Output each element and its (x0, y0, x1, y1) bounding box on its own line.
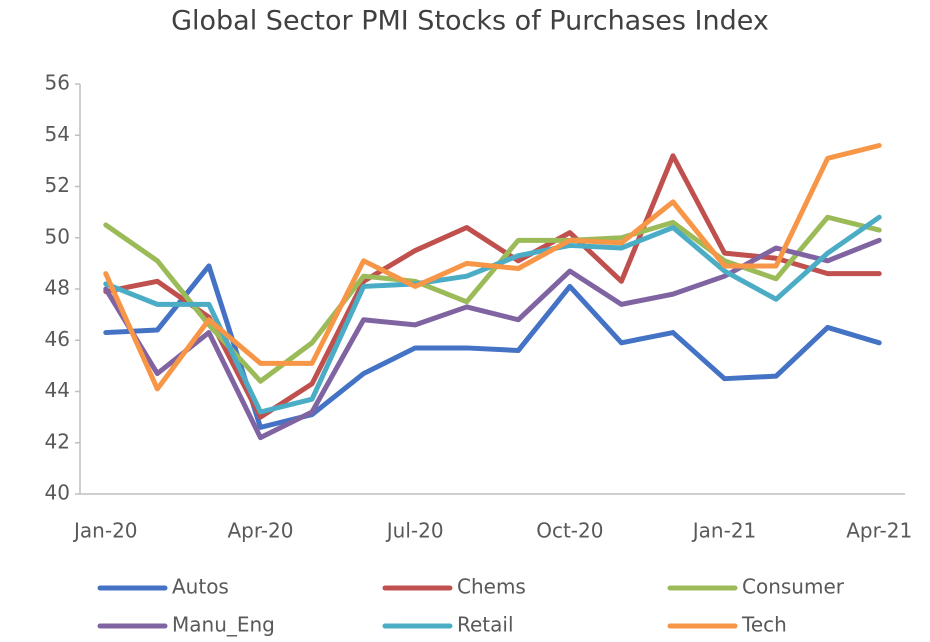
x-tick-label: Apr-20 (227, 519, 293, 543)
legend-label: Chems (457, 575, 526, 599)
x-tick-label: Apr-21 (846, 519, 912, 543)
y-tick-label: 42 (45, 429, 70, 453)
y-tick-label: 44 (45, 378, 70, 402)
x-tick-label: Jul-20 (385, 519, 444, 543)
x-tick-label: Jan-20 (72, 519, 138, 543)
legend-label: Autos (172, 575, 229, 599)
legend-label: Manu_Eng (172, 613, 275, 637)
y-tick-label: 52 (45, 173, 70, 197)
chart-title: Global Sector PMI Stocks of Purchases In… (171, 6, 769, 37)
x-tick-label: Oct-20 (536, 519, 603, 543)
series-line (103, 153, 882, 420)
legend-label: Retail (457, 613, 514, 637)
y-tick-label: 48 (45, 276, 70, 300)
x-tick-label: Jan-21 (691, 519, 757, 543)
y-tick-label: 50 (45, 224, 70, 248)
y-tick-label: 56 (45, 71, 70, 95)
series-line (103, 237, 882, 441)
series-line (103, 263, 882, 430)
legend-label: Consumer (742, 575, 845, 599)
series-line (103, 143, 882, 392)
legend-label: Tech (741, 613, 787, 637)
y-tick-label: 46 (45, 327, 70, 351)
y-tick-label: 40 (45, 481, 70, 505)
y-tick-label: 54 (45, 122, 70, 146)
